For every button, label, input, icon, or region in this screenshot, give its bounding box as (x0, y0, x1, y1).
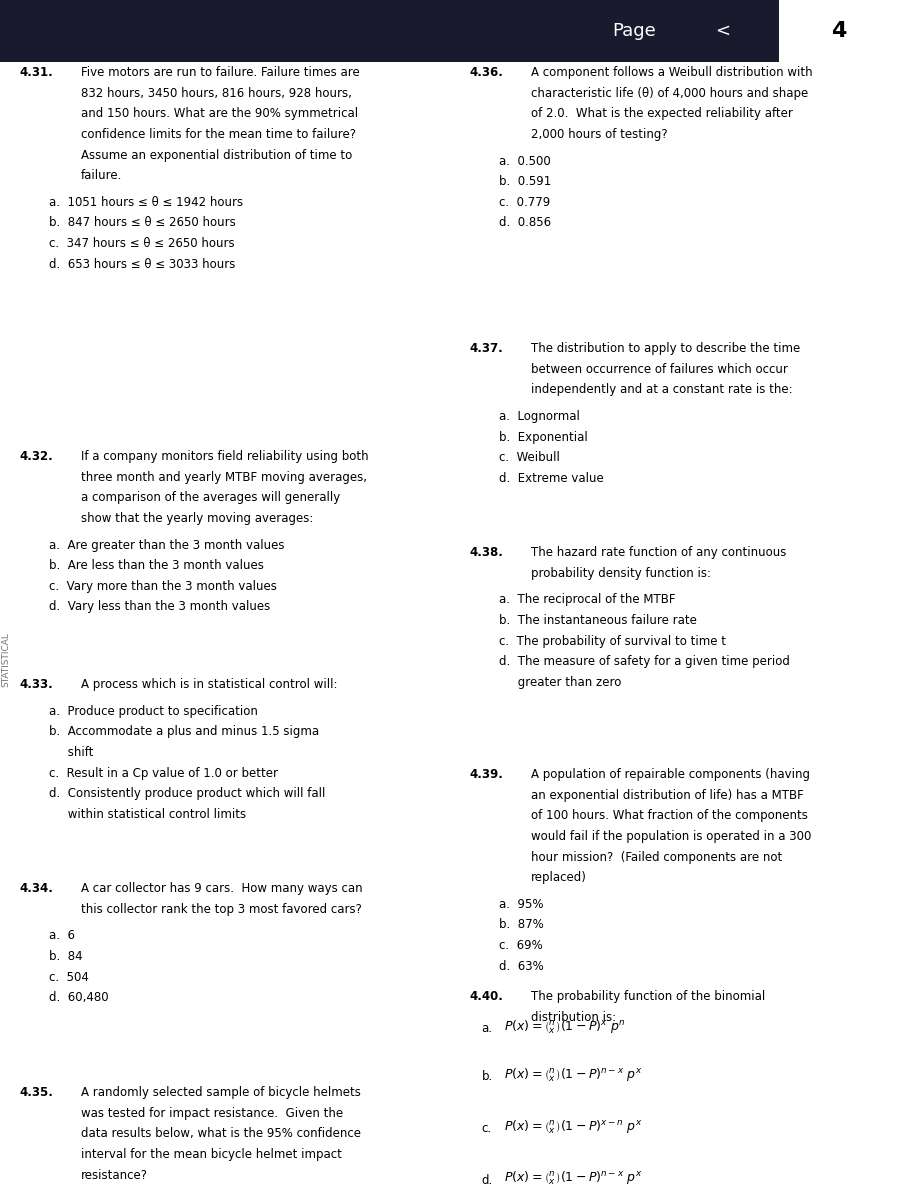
Text: d.  0.856: d. 0.856 (499, 216, 551, 229)
Text: c.  Result in a Cp value of 1.0 or better: c. Result in a Cp value of 1.0 or better (49, 767, 277, 780)
Text: 4.38.: 4.38. (470, 546, 504, 559)
Text: c.  The probability of survival to time t: c. The probability of survival to time t (499, 635, 725, 648)
Text: b.  The instantaneous failure rate: b. The instantaneous failure rate (499, 614, 697, 626)
Text: c.  347 hours ≤ θ ≤ 2650 hours: c. 347 hours ≤ θ ≤ 2650 hours (49, 238, 234, 250)
Text: an exponential distribution of life) has a MTBF: an exponential distribution of life) has… (531, 788, 804, 802)
Text: three month and yearly MTBF moving averages,: three month and yearly MTBF moving avera… (81, 470, 367, 484)
Text: a.  0.500: a. 0.500 (499, 155, 551, 168)
Text: c.  Vary more than the 3 month values: c. Vary more than the 3 month values (49, 580, 276, 593)
Text: STATISTICAL: STATISTICAL (1, 632, 10, 688)
Text: The probability function of the binomial: The probability function of the binomial (531, 990, 765, 1003)
Text: d.  Vary less than the 3 month values: d. Vary less than the 3 month values (49, 600, 270, 613)
Text: 2,000 hours of testing?: 2,000 hours of testing? (531, 128, 668, 140)
Text: A randomly selected sample of bicycle helmets: A randomly selected sample of bicycle he… (81, 1086, 361, 1099)
Text: was tested for impact resistance.  Given the: was tested for impact resistance. Given … (81, 1106, 343, 1120)
Text: failure.: failure. (81, 169, 122, 182)
Text: A population of repairable components (having: A population of repairable components (h… (531, 768, 810, 781)
Text: If a company monitors field reliability using both: If a company monitors field reliability … (81, 450, 369, 463)
FancyBboxPatch shape (0, 0, 900, 62)
Text: a.  95%: a. 95% (499, 898, 543, 911)
Text: 4.37.: 4.37. (470, 342, 504, 355)
Text: 4.31.: 4.31. (20, 66, 54, 79)
Text: $P(x) = \binom{n}{x}(1-P)^{x-n}\ p^{x}$: $P(x) = \binom{n}{x}(1-P)^{x-n}\ p^{x}$ (504, 1118, 643, 1135)
Text: 832 hours, 3450 hours, 816 hours, 928 hours,: 832 hours, 3450 hours, 816 hours, 928 ho… (81, 86, 352, 100)
Text: d.  Extreme value: d. Extreme value (499, 472, 603, 485)
Text: A process which is in statistical control will:: A process which is in statistical contro… (81, 678, 338, 691)
Text: $P(x) = \binom{n}{x}(1-P)^{x}\ p^{n}$: $P(x) = \binom{n}{x}(1-P)^{x}\ p^{n}$ (504, 1019, 626, 1036)
Text: b.  0.591: b. 0.591 (499, 175, 551, 188)
Text: shift: shift (49, 746, 93, 758)
Text: 4.32.: 4.32. (20, 450, 54, 463)
Text: show that the yearly moving averages:: show that the yearly moving averages: (81, 512, 313, 524)
Text: b.  Accommodate a plus and minus 1.5 sigma: b. Accommodate a plus and minus 1.5 sigm… (49, 725, 319, 738)
Text: 4.39.: 4.39. (470, 768, 504, 781)
Text: 4: 4 (831, 22, 847, 41)
Text: A component follows a Weibull distribution with: A component follows a Weibull distributi… (531, 66, 813, 79)
Text: and 150 hours. What are the 90% symmetrical: and 150 hours. What are the 90% symmetri… (81, 107, 358, 120)
Text: confidence limits for the mean time to failure?: confidence limits for the mean time to f… (81, 128, 356, 140)
Text: c.  69%: c. 69% (499, 940, 543, 952)
Text: b.  Are less than the 3 month values: b. Are less than the 3 month values (49, 559, 264, 572)
Text: d.  Consistently produce product which will fall: d. Consistently produce product which wi… (49, 787, 325, 800)
Text: d.: d. (482, 1174, 493, 1187)
Text: b.  87%: b. 87% (499, 918, 544, 931)
Text: d.  The measure of safety for a given time period: d. The measure of safety for a given tim… (499, 655, 789, 668)
Text: d.  653 hours ≤ θ ≤ 3033 hours: d. 653 hours ≤ θ ≤ 3033 hours (49, 258, 235, 271)
Text: The hazard rate function of any continuous: The hazard rate function of any continuo… (531, 546, 787, 559)
Text: of 100 hours. What fraction of the components: of 100 hours. What fraction of the compo… (531, 809, 808, 822)
Text: replaced): replaced) (531, 871, 587, 884)
Text: The distribution to apply to describe the time: The distribution to apply to describe th… (531, 342, 800, 355)
FancyBboxPatch shape (778, 0, 900, 62)
Text: characteristic life (θ) of 4,000 hours and shape: characteristic life (θ) of 4,000 hours a… (531, 86, 808, 100)
Text: Five motors are run to failure. Failure times are: Five motors are run to failure. Failure … (81, 66, 360, 79)
Text: Assume an exponential distribution of time to: Assume an exponential distribution of ti… (81, 149, 352, 162)
Text: data results below, what is the 95% confidence: data results below, what is the 95% conf… (81, 1127, 361, 1140)
Text: a.  1051 hours ≤ θ ≤ 1942 hours: a. 1051 hours ≤ θ ≤ 1942 hours (49, 196, 243, 209)
Text: b.  847 hours ≤ θ ≤ 2650 hours: b. 847 hours ≤ θ ≤ 2650 hours (49, 216, 236, 229)
Text: a comparison of the averages will generally: a comparison of the averages will genera… (81, 491, 340, 504)
Text: between occurrence of failures which occur: between occurrence of failures which occ… (531, 362, 788, 376)
Text: Page: Page (612, 22, 656, 40)
Text: 4.40.: 4.40. (470, 990, 504, 1003)
Text: b.  84: b. 84 (49, 950, 82, 962)
Text: a.  Produce product to specification: a. Produce product to specification (49, 704, 257, 718)
Text: c.: c. (482, 1122, 491, 1135)
Text: <: < (716, 22, 731, 40)
Text: $P(x) = \binom{n}{x}(1-P)^{n-x}\ p^{x}$: $P(x) = \binom{n}{x}(1-P)^{n-x}\ p^{x}$ (504, 1170, 643, 1187)
Text: distribution is:: distribution is: (531, 1010, 617, 1024)
Text: c.  0.779: c. 0.779 (499, 196, 550, 209)
Text: d.  63%: d. 63% (499, 960, 544, 973)
Text: b.  Exponential: b. Exponential (499, 431, 588, 444)
Text: c.  504: c. 504 (49, 971, 88, 984)
Text: 4.35.: 4.35. (20, 1086, 54, 1099)
Text: A car collector has 9 cars.  How many ways can: A car collector has 9 cars. How many way… (81, 882, 363, 895)
Text: greater than zero: greater than zero (499, 676, 621, 689)
Text: of 2.0.  What is the expected reliability after: of 2.0. What is the expected reliability… (531, 107, 793, 120)
Text: a.  Lognormal: a. Lognormal (499, 410, 580, 422)
Text: c.  Weibull: c. Weibull (499, 451, 560, 464)
Text: probability density function is:: probability density function is: (531, 566, 711, 580)
Text: a.  The reciprocal of the MTBF: a. The reciprocal of the MTBF (499, 593, 675, 606)
Text: a.  Are greater than the 3 month values: a. Are greater than the 3 month values (49, 539, 284, 552)
Text: hour mission?  (Failed components are not: hour mission? (Failed components are not (531, 851, 782, 864)
Text: this collector rank the top 3 most favored cars?: this collector rank the top 3 most favor… (81, 902, 362, 916)
Text: resistance?: resistance? (81, 1169, 148, 1182)
Text: a.  6: a. 6 (49, 929, 75, 942)
Text: 4.33.: 4.33. (20, 678, 54, 691)
Text: independently and at a constant rate is the:: independently and at a constant rate is … (531, 383, 793, 396)
Text: d.  60,480: d. 60,480 (49, 991, 108, 1004)
Text: a.: a. (482, 1022, 492, 1036)
Text: 4.34.: 4.34. (20, 882, 54, 895)
Text: $P(x) = \binom{n}{x}(1-P)^{n-x}\ p^{x}$: $P(x) = \binom{n}{x}(1-P)^{n-x}\ p^{x}$ (504, 1067, 643, 1084)
Text: within statistical control limits: within statistical control limits (49, 808, 246, 821)
Text: interval for the mean bicycle helmet impact: interval for the mean bicycle helmet imp… (81, 1148, 342, 1160)
Text: 4.36.: 4.36. (470, 66, 504, 79)
Text: would fail if the population is operated in a 300: would fail if the population is operated… (531, 830, 812, 842)
Text: b.: b. (482, 1070, 493, 1084)
